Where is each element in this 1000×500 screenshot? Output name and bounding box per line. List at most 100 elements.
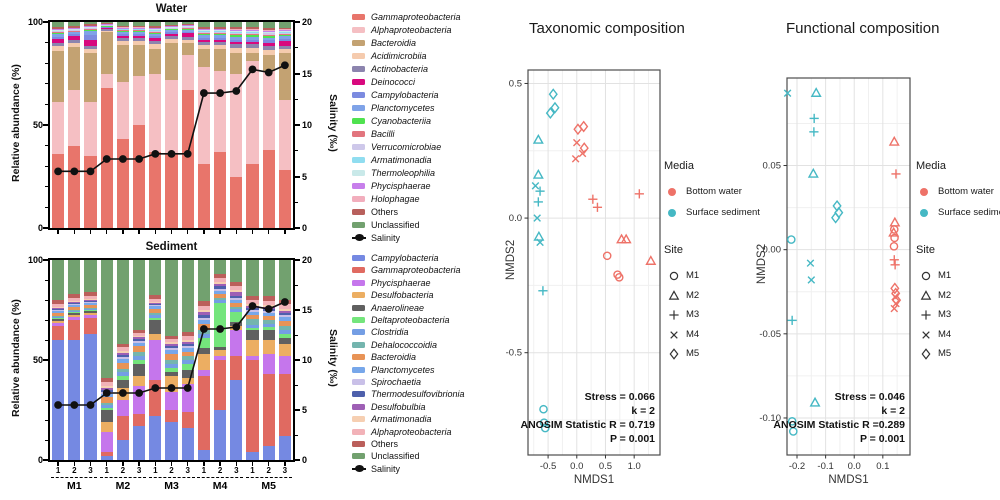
svg-text:Stress = 0.066: Stress = 0.066 <box>585 391 656 403</box>
bar-segment-Deinococci <box>230 41 243 45</box>
bar-segment-Deltaproteobacteria <box>51 318 65 319</box>
bar-segment-Verrucomicrobiae <box>278 32 292 34</box>
bar-segment-Phycisphaerae <box>116 400 130 416</box>
bar-segment-Campylobacteria <box>181 428 194 460</box>
stacked-bar <box>149 22 162 228</box>
bar-segment-Acidimicrobiia <box>181 39 194 43</box>
bar-segment-Unclassified <box>100 260 113 378</box>
legend-item: Armatimonadia <box>352 414 508 426</box>
bar-segment-Clostridia <box>51 317 65 318</box>
legend-item: Others <box>352 439 508 451</box>
bar-segment-Gammaproteobacteria <box>213 360 227 410</box>
functional-nmds-ylabel: NMDS2 <box>756 243 768 285</box>
svg-text:0.1: 0.1 <box>876 461 889 472</box>
bar-segment-Deinococci <box>278 40 292 46</box>
legend-item: Verrucomicrobiae <box>352 142 508 154</box>
bar-segment-Phycisphaerae <box>278 30 292 32</box>
bar-segment-Gammaproteobacteria <box>181 412 194 428</box>
legend-swatch <box>352 366 365 373</box>
bar-segment-Acidimicrobiia <box>165 38 178 43</box>
bar-segment-Bacilli <box>68 30 81 32</box>
bar-segment-Phycisphaerae <box>100 432 113 452</box>
bar-segment-Gammaproteobacteria <box>84 318 97 334</box>
legend-item-label: Planctomycetes <box>371 364 435 375</box>
taxonomic-nmds-title: Taxonomic composition <box>529 20 685 37</box>
bar-segment-Desulfobacteria <box>278 344 292 356</box>
legend-item: Campylobacteria <box>352 90 508 102</box>
bar-segment-Verrucomicrobiae <box>246 32 259 35</box>
bar-segment-Acidimicrobiia <box>100 30 113 33</box>
bar-segment-Planctomycetes <box>132 31 146 34</box>
legend-swatch <box>352 118 365 124</box>
bar-segment-Armatimonadia <box>213 282 227 284</box>
bar-segment-Others <box>230 27 243 30</box>
x-axis-tick <box>73 230 76 234</box>
y-axis-minor-tick <box>45 279 48 281</box>
bar-segment-Bacteroidia <box>181 42 194 55</box>
y-axis-minor-tick <box>45 165 48 167</box>
bar-segment-Actinobacteria <box>51 42 65 46</box>
bar-segment-Campylobacteria <box>84 35 97 40</box>
stacked-bar <box>262 260 275 460</box>
legend-item-label: Planctomycetes <box>371 103 435 113</box>
legend-item-label: Acidimicrobiia <box>371 51 427 61</box>
media-color-dot <box>920 209 928 217</box>
bar-segment-Unclassified <box>51 260 65 300</box>
bar-segment-Actinobacteria <box>181 37 194 40</box>
stacked-bar <box>116 260 130 460</box>
bar-segment-Acidimicrobiia <box>278 48 292 53</box>
bar-segment-Phycisphaerae <box>149 340 162 380</box>
bar-segment-Acidimicrobiia <box>68 42 81 47</box>
stacked-bar <box>100 22 113 228</box>
bar-segment-Bacilli <box>116 30 130 32</box>
bar-segment-Others <box>262 27 275 30</box>
legend-swatch <box>352 66 365 72</box>
y-axis-tick <box>43 21 48 23</box>
bar-segment-Holophagae <box>278 29 292 31</box>
x-replicate-label: 1 <box>104 466 109 475</box>
bar-segment-Campylobacteria <box>262 446 275 460</box>
bar-segment-Phycisphaerae <box>165 26 178 28</box>
legend-item-label: Salinity <box>371 233 401 243</box>
bar-segment-Unclassified <box>197 260 211 301</box>
bar-segment-Armatimonadia <box>149 29 162 31</box>
site-legend-item: M4 <box>666 327 758 343</box>
x-axis-tick <box>219 462 221 466</box>
x-axis-tick <box>235 230 238 234</box>
salinity-legend-dot <box>355 464 364 472</box>
bar-segment-Desulfobacteria <box>197 354 211 370</box>
bar-segment-Others <box>213 26 227 29</box>
stacked-bar <box>165 22 178 228</box>
legend-item: Phycisphaerae <box>352 278 508 290</box>
x-axis-tick <box>186 230 189 234</box>
bar-segment-Thermodesulfovibrionia <box>213 286 227 289</box>
salinity-legend-dot <box>355 234 364 241</box>
bar-segment-Acidimicrobiia <box>132 40 146 45</box>
legend-item-label: Others <box>371 439 399 449</box>
salinity-axis-minor-tick <box>295 334 298 336</box>
legend-swatch <box>352 441 365 447</box>
bar-segment-Planctomycetes <box>181 29 194 32</box>
bar-segment-Campylobacteria <box>132 426 146 460</box>
legend-item-label: Clostridia <box>371 327 409 338</box>
legend-swatch <box>352 209 365 215</box>
salinity-axis-tick <box>295 72 300 75</box>
legend-swatch <box>352 279 365 286</box>
bar-segment-Gammaproteobacteria <box>278 374 292 436</box>
bar-segment-Actinobacteria <box>84 45 97 49</box>
x-replicate-label: 3 <box>136 466 142 475</box>
legend-item-label: Unclassified <box>371 220 420 230</box>
bar-segment-Verrucomicrobiae <box>51 31 65 33</box>
bar-segment-Spirochaetia <box>213 289 227 291</box>
bar-segment-Cyanobacteriia <box>149 32 162 34</box>
bar-segment-Others <box>51 27 65 29</box>
bar-segment-Thermoleophilia <box>230 31 243 32</box>
legend-item-label: Holophagae <box>371 194 420 204</box>
legend-item-label: Armatimonadia <box>371 414 432 425</box>
x-axis-tick <box>267 230 270 234</box>
salinity-axis-minor-tick <box>295 98 298 100</box>
legend-item-label: Bacteroidia <box>371 352 417 363</box>
bar-segment-Campylobacteria <box>132 33 146 36</box>
svg-text:Stress = 0.046: Stress = 0.046 <box>835 391 906 403</box>
